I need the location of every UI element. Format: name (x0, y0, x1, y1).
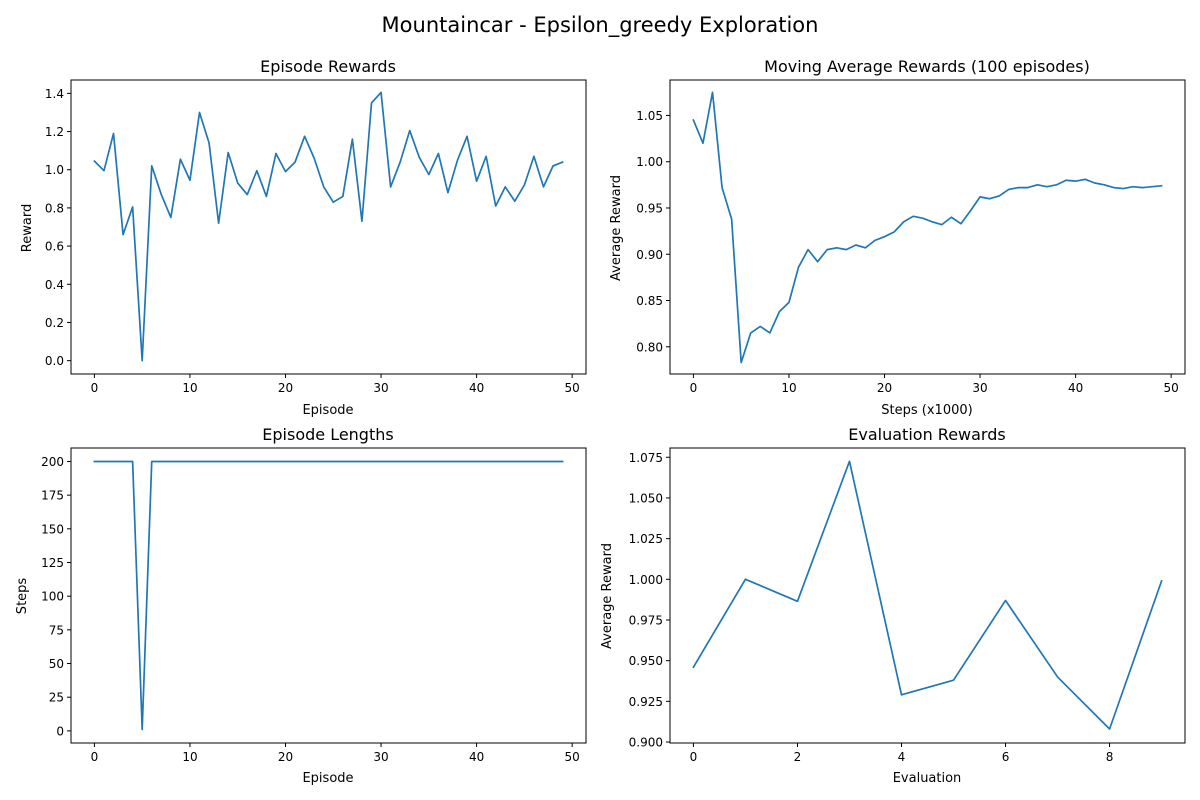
x-axis-label: Evaluation (893, 771, 962, 786)
y-tick-label: 50 (49, 657, 64, 671)
axes-frame (669, 79, 1186, 375)
x-tick-label: 20 (877, 381, 892, 395)
x-tick-label: 30 (373, 381, 388, 395)
y-tick-label: 0.85 (636, 294, 663, 308)
subplot-title: Episode Lengths (262, 425, 393, 444)
x-tick-label: 40 (469, 750, 484, 764)
plot-layer: 0 10 20 30 40 500.00.20.40.60.81.01.21.40 10 20… (41, 79, 1186, 764)
axes-frame (70, 79, 587, 375)
y-tick-label: 0.950 (629, 654, 663, 668)
series-line (692, 91, 1163, 364)
axes-0: 0 10 20 30 40 50 0.0 0.2 0.4 0.6 0.8 1.0 1.2 1.4 (45, 79, 587, 395)
x-tick-label: 20 (278, 381, 293, 395)
y-tick-label: 0.90 (636, 248, 663, 262)
x-tick-label: 50 (565, 750, 580, 764)
x-tick-label: 50 (565, 381, 580, 395)
x-tick-label: 0 (690, 381, 698, 395)
x-axis-label: Episode (302, 771, 353, 786)
y-tick-label: 1.00 (636, 155, 663, 169)
axes-3: 0 2 4 6 8 0.900 0.925 0.950 0.975 1.000 1.025 1.050… (629, 447, 1186, 764)
y-axis-label: Reward (20, 204, 35, 252)
x-tick-label: 0 (91, 750, 99, 764)
y-tick-label: 25 (49, 691, 64, 705)
y-tick-label: 0 (56, 724, 64, 738)
y-tick-label: 150 (41, 522, 64, 536)
y-tick-label: 75 (49, 623, 64, 637)
y-tick-label: 200 (41, 455, 64, 469)
x-tick-label: 2 (794, 750, 802, 764)
x-tick-label: 30 (373, 750, 388, 764)
y-tick-label: 1.2 (45, 125, 64, 139)
subplot-evaluation-rewards: Evaluation Rewards Evaluation Average Re… (600, 425, 1006, 786)
x-tick-label: 30 (972, 381, 987, 395)
subplot-title: Evaluation Rewards (848, 425, 1005, 444)
figure-title: Mountaincar - Epsilon_greedy Exploration (382, 13, 819, 38)
y-tick-label: 1.05 (636, 109, 663, 123)
y-tick-label: 125 (41, 556, 64, 570)
y-tick-label: 1.050 (629, 491, 663, 505)
x-tick-label: 10 (182, 381, 197, 395)
y-tick-label: 0.975 (629, 613, 663, 627)
subplot-title: Moving Average Rewards (100 episodes) (764, 57, 1090, 76)
y-tick-label: 0.0 (45, 354, 64, 368)
series-line (692, 460, 1163, 730)
x-tick-label: 0 (690, 750, 698, 764)
axes-frame (669, 447, 1186, 744)
subplot-episode-lengths: Episode Lengths Episode Steps (15, 425, 394, 786)
y-axis-label: Average Reward (609, 175, 624, 281)
y-tick-label: 0.925 (629, 695, 663, 709)
x-axis-label: Steps (x1000) (881, 403, 972, 418)
series-line (93, 91, 564, 362)
y-tick-label: 0.95 (636, 201, 663, 215)
y-tick-label: 100 (41, 590, 64, 604)
axes-2: 0 10 20 30 40 50 0 25 50 75 100 125 150 175 200 (41, 447, 587, 764)
y-tick-label: 0.900 (629, 736, 663, 750)
axes-frame (70, 447, 587, 744)
axes-1: 0 10 20 30 40 50 0.80 0.85 0.90 0.95 1.00 1.05 (636, 79, 1186, 395)
subplot-moving-average-rewards: Moving Average Rewards (100 episodes) St… (609, 57, 1090, 418)
series-line (93, 460, 564, 731)
y-tick-label: 0.80 (636, 340, 663, 354)
x-tick-label: 0 (91, 381, 99, 395)
x-axis-label: Episode (302, 403, 353, 418)
y-tick-label: 0.6 (45, 240, 64, 254)
x-tick-label: 10 (781, 381, 796, 395)
x-tick-label: 40 (1068, 381, 1083, 395)
y-tick-label: 1.4 (45, 87, 64, 101)
x-tick-label: 8 (1106, 750, 1114, 764)
x-tick-label: 6 (1002, 750, 1010, 764)
y-tick-label: 1.075 (629, 451, 663, 465)
y-tick-label: 1.000 (629, 573, 663, 587)
x-tick-label: 20 (278, 750, 293, 764)
subplot-title: Episode Rewards (260, 57, 396, 76)
y-tick-label: 0.2 (45, 316, 64, 330)
y-tick-label: 1.0 (45, 163, 64, 177)
y-tick-label: 0.4 (45, 278, 64, 292)
x-tick-label: 4 (898, 750, 906, 764)
subplot-episode-rewards: Episode Rewards Episode Reward (20, 57, 396, 418)
y-axis-label: Steps (15, 578, 30, 615)
y-axis-label: Average Reward (600, 543, 615, 649)
y-tick-label: 175 (41, 489, 64, 503)
y-tick-label: 1.025 (629, 532, 663, 546)
x-tick-label: 50 (1164, 381, 1179, 395)
x-tick-label: 10 (182, 750, 197, 764)
x-tick-label: 40 (469, 381, 484, 395)
y-tick-label: 0.8 (45, 201, 64, 215)
